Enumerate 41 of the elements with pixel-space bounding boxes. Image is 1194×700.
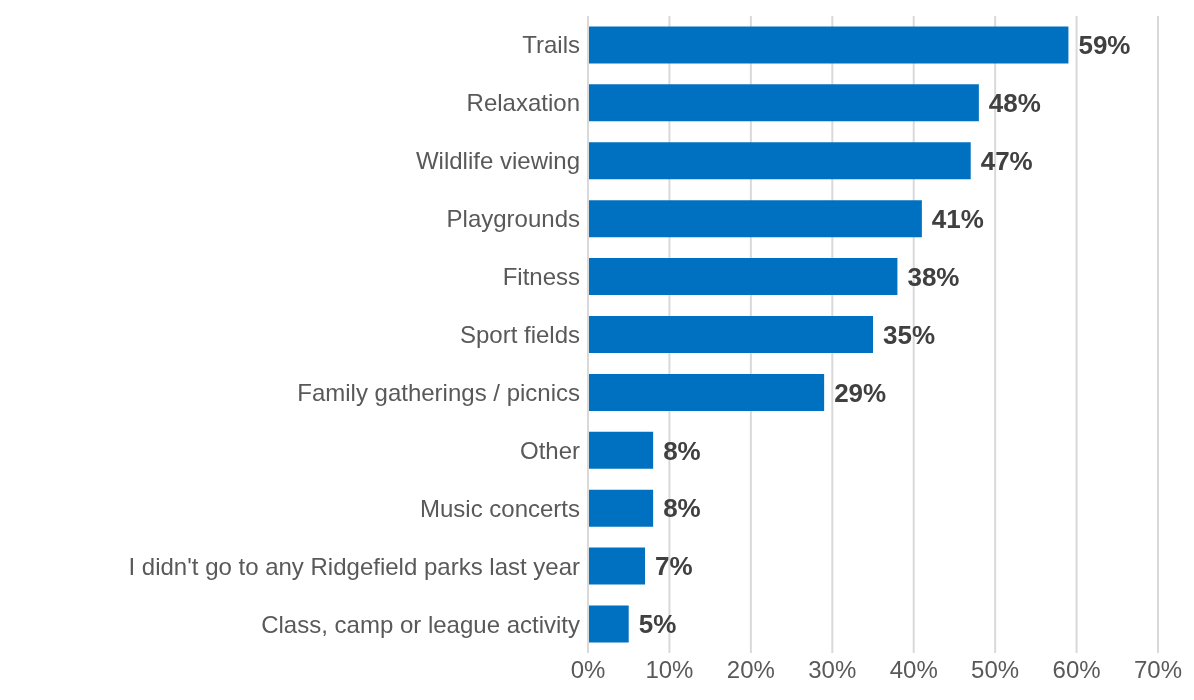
bar [588,26,1069,64]
y-tick-label: Trails [522,31,580,59]
x-tick-label: 10% [645,656,694,684]
data-label: 8% [663,435,701,466]
x-tick-label: 40% [889,656,938,684]
bar [588,489,654,527]
x-tick-label: 70% [1133,656,1183,684]
bar [588,200,922,238]
bar [588,84,979,122]
data-label: 59% [1078,30,1131,61]
y-tick-label: Class, camp or league activity [261,610,580,638]
y-tick-label: Other [519,436,580,464]
data-label: 38% [907,261,960,292]
data-label: 47% [980,145,1033,176]
bar [588,605,629,643]
x-tick-label: 0% [570,656,606,684]
x-tick-label: 50% [971,656,1020,684]
data-label: 8% [663,493,701,524]
y-tick-label: Relaxation [466,89,580,117]
data-label: 5% [638,609,677,640]
y-tick-label: Family gatherings / picnics [297,378,580,406]
x-tick-label: 20% [726,656,775,684]
y-tick-label: Music concerts [419,494,580,522]
data-label: 41% [931,203,984,234]
x-tick-label: 60% [1052,656,1101,684]
bar [588,142,971,180]
data-label: 48% [988,88,1041,119]
data-label: 35% [883,319,936,350]
bar [588,431,654,469]
data-label: 29% [834,377,887,408]
bar [588,315,873,353]
bar [588,258,898,296]
y-tick-label: Playgrounds [446,205,580,233]
y-tick-label: Fitness [502,263,580,291]
bar [588,373,825,411]
y-tick-label: I didn't go to any Ridgefield parks last year [128,552,581,580]
data-label: 7% [655,551,693,582]
y-tick-label: Wildlife viewing [415,147,580,175]
bar [588,547,645,585]
y-tick-label: Sport fields [459,321,580,349]
x-tick-label: 30% [808,656,857,684]
